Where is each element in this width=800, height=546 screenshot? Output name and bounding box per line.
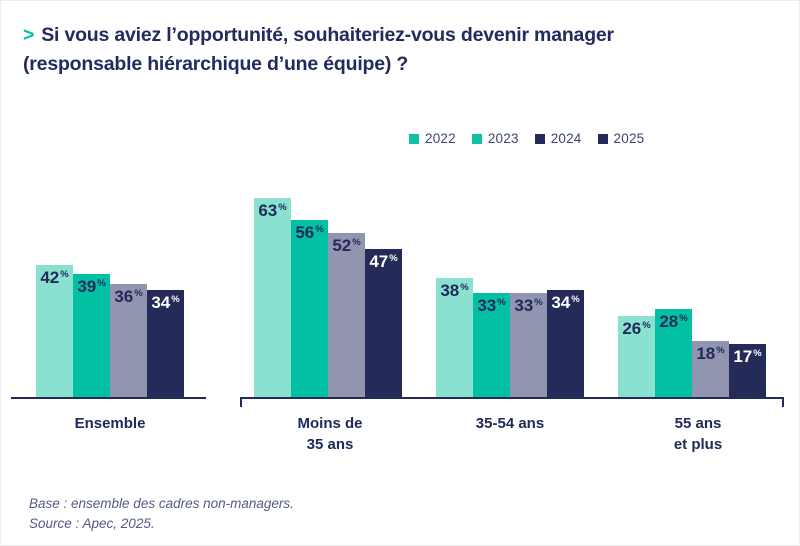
bar-2025-35-54-ans: 34% bbox=[547, 290, 584, 398]
bar-value-label: 28% bbox=[659, 312, 688, 331]
percent-sign: % bbox=[571, 294, 580, 305]
bracket-left-tick bbox=[240, 397, 242, 407]
legend-label: 2023 bbox=[487, 131, 519, 146]
bar-2024-ensemble: 36% bbox=[110, 284, 147, 398]
percent-sign: % bbox=[716, 345, 725, 356]
source-note: Source : Apec, 2025. bbox=[29, 516, 155, 531]
bar-2025-ensemble: 34% bbox=[147, 290, 184, 398]
percent-sign: % bbox=[352, 237, 361, 248]
bar-2022-ensemble: 42% bbox=[36, 265, 73, 398]
bar-value-label: 38% bbox=[440, 281, 469, 300]
legend-item-2023: 2023 bbox=[471, 131, 519, 146]
bar-value-label: 18% bbox=[696, 344, 725, 363]
bar-2025-55-ans-et-plus: 17% bbox=[729, 344, 766, 398]
chart-title-line1: > Si vous aviez l’opportunité, souhaiteri… bbox=[23, 21, 783, 50]
title-text-line2: (responsable hiérarchique d’une équipe) … bbox=[23, 53, 409, 75]
percent-sign: % bbox=[534, 297, 543, 308]
percent-sign: % bbox=[497, 297, 506, 308]
legend-label: 2022 bbox=[425, 131, 456, 146]
bar-value-label: 36% bbox=[114, 287, 143, 306]
legend-item-2022: 2022 bbox=[409, 131, 456, 146]
bar-value-label: 47% bbox=[369, 252, 398, 271]
percent-sign: % bbox=[389, 253, 398, 264]
legend-item-2024: 2024 bbox=[534, 131, 582, 146]
bar-value-label: 39% bbox=[77, 277, 106, 296]
percent-sign: % bbox=[278, 202, 287, 213]
percent-sign: % bbox=[315, 224, 324, 235]
legend-swatch-icon bbox=[471, 133, 482, 144]
percent-sign: % bbox=[60, 269, 69, 280]
bar-value-label: 34% bbox=[151, 293, 180, 312]
percent-sign: % bbox=[753, 348, 762, 359]
bar-value-label: 56% bbox=[295, 223, 324, 242]
footnotes: Base : ensemble des cadres non-managers.… bbox=[29, 494, 294, 534]
percent-sign: % bbox=[171, 294, 180, 305]
bar-2023-ensemble: 39% bbox=[73, 274, 110, 398]
bar-2024-moins-de-35-ans: 52% bbox=[328, 233, 365, 398]
axis-age-groups-baseline bbox=[240, 397, 784, 399]
percent-sign: % bbox=[134, 288, 143, 299]
bar-2023-55-ans-et-plus: 28% bbox=[655, 309, 692, 398]
legend-item-2025: 2025 bbox=[597, 131, 645, 146]
bar-2024-35-54-ans: 33% bbox=[510, 293, 547, 398]
category-label-moins-de-35-ans: Moins de 35 ans bbox=[297, 415, 363, 453]
category-label-55-ans-et-plus: 55 ans et plus bbox=[673, 415, 723, 453]
legend-swatch-icon bbox=[597, 133, 608, 144]
bar-value-label: 33% bbox=[514, 296, 543, 315]
percent-sign: % bbox=[679, 313, 688, 324]
percent-sign: % bbox=[642, 320, 651, 331]
bar-value-label: 17% bbox=[733, 347, 762, 366]
bar-value-label: 63% bbox=[258, 201, 287, 220]
bracket-right-tick bbox=[782, 397, 784, 407]
bar-value-label: 52% bbox=[332, 236, 361, 255]
bar-2022-moins-de-35-ans: 63% bbox=[254, 198, 291, 398]
percent-sign: % bbox=[97, 278, 106, 289]
bar-value-label: 42% bbox=[40, 268, 69, 287]
legend-label: 2024 bbox=[550, 131, 582, 146]
bar-value-label: 34% bbox=[551, 293, 580, 312]
chevron-marker: > bbox=[23, 24, 35, 46]
bar-2023-moins-de-35-ans: 56% bbox=[291, 220, 328, 398]
legend-swatch-icon bbox=[409, 133, 419, 144]
base-note: Base : ensemble des cadres non-managers. bbox=[29, 496, 294, 511]
percent-sign: % bbox=[460, 282, 469, 293]
bar-2024-55-ans-et-plus: 18% bbox=[692, 341, 729, 398]
axis-ensemble-baseline bbox=[11, 397, 206, 399]
chart-title: > Si vous aviez l’opportunité, souhaiteri… bbox=[23, 21, 783, 79]
legend-label: 2025 bbox=[613, 131, 645, 146]
bar-2025-moins-de-35-ans: 47% bbox=[365, 249, 402, 398]
chart-legend: 2022 2023 2024 2025 bbox=[409, 131, 644, 146]
legend-swatch-icon bbox=[534, 133, 545, 144]
category-label-35-54-ans: 35-54 ans bbox=[475, 415, 545, 432]
bar-2022-55-ans-et-plus: 26% bbox=[618, 316, 655, 398]
title-text-line1: Si vous aviez l’opportunité, souhaiterie… bbox=[41, 24, 614, 46]
bar-value-label: 26% bbox=[622, 319, 651, 338]
bar-2023-35-54-ans: 33% bbox=[473, 293, 510, 398]
bar-value-label: 33% bbox=[477, 296, 506, 315]
category-label-ensemble: Ensemble bbox=[74, 415, 146, 432]
bar-2022-35-54-ans: 38% bbox=[436, 278, 473, 398]
